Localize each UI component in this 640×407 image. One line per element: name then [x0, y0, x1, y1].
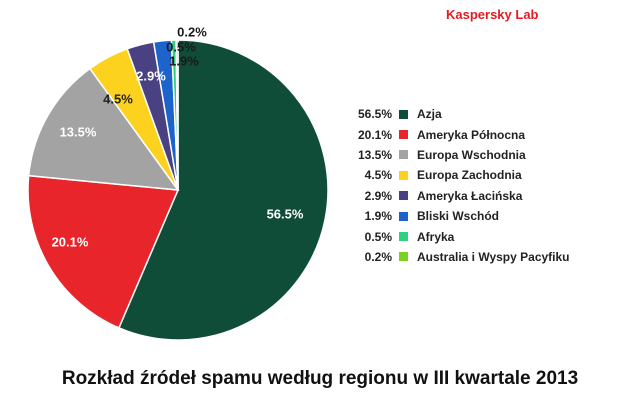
slice-labels: 56.5% 20.1% 13.5% 4.5%2.9%1.9%0.5%0.2%	[52, 24, 304, 249]
slice-label-ameryka-lacinska: 2.9%	[136, 68, 166, 83]
slice-label-azja: 56.5%	[267, 206, 304, 221]
pie-slice-europa-wschodnia	[27, 67, 180, 191]
legend-item-australia-i-wyspy-pacyfiku: 0.2% Australia i Wyspy Pacyfiku	[356, 247, 570, 267]
slice-label-europa-zachodnia: 4.5%	[103, 91, 133, 106]
legend-swatch	[399, 211, 408, 221]
legend-label: Ameryka Łacińska	[417, 188, 523, 203]
legend-swatch	[399, 109, 408, 119]
legend-label: Afryka	[417, 229, 455, 244]
legend-item-europa-wschodnia: 13.5% Europa Wschodnia	[356, 145, 570, 165]
legend-item-ameryka-polnocna: 20.1% Ameryka Północna	[356, 124, 570, 144]
legend-item-europa-zachodnia: 4.5% Europa Zachodnia	[356, 165, 570, 185]
legend-swatch	[399, 150, 408, 160]
legend-label: Europa Wschodnia	[417, 147, 526, 162]
slice-label-afryka: 0.5%	[166, 39, 196, 54]
legend-label: Azja	[417, 107, 442, 122]
legend-item-afryka: 0.5% Afryka	[356, 226, 570, 246]
legend-swatch	[399, 130, 408, 140]
pie-slice-australia-i-wyspy-pacyfiku	[175, 39, 179, 191]
legend-label: Europa Zachodnia	[417, 168, 522, 183]
legend-swatch	[399, 191, 408, 201]
slice-label-australia-i-wyspy-pacyfiku: 0.2%	[177, 24, 207, 39]
pie-slice-azja	[117, 39, 329, 341]
legend-item-ameryka-lacinska: 2.9% Ameryka Łacińska	[356, 186, 570, 206]
legend-label: Ameryka Północna	[417, 127, 526, 142]
legend-value: 1.9%	[364, 209, 392, 224]
slice-label-bliski-wschod: 1.9%	[169, 53, 199, 68]
legend-value: 20.1%	[357, 127, 392, 142]
legend-swatch	[399, 170, 408, 180]
brand-label: Kaspersky Lab	[446, 7, 539, 22]
chart-title: Rozkład źródeł spamu według regionu w II…	[61, 368, 579, 389]
legend-value: 0.5%	[364, 229, 392, 244]
pie-slice-ameryka-polnocna	[27, 174, 180, 329]
legend-label: Bliski Wschód	[417, 209, 500, 224]
pie-slices	[27, 39, 329, 341]
legend-value: 56.5%	[357, 107, 392, 122]
legend-swatch	[399, 232, 408, 242]
legend-item-azja: 56.5% Azja	[356, 104, 570, 124]
legend-value: 13.5%	[357, 147, 392, 162]
legend-item-bliski-wschod: 1.9% Bliski Wschód	[356, 206, 570, 226]
legend-value: 4.5%	[364, 168, 392, 183]
legend-swatch	[399, 252, 408, 262]
legend-value: 2.9%	[364, 188, 392, 203]
chart-legend: 56.5% Azja 20.1% Ameryka Północna 13.5% Europ…	[356, 104, 570, 267]
legend-value: 0.2%	[364, 249, 392, 264]
slice-label-ameryka-polnocna: 20.1%	[52, 234, 89, 249]
legend-label: Australia i Wyspy Pacyfiku	[417, 249, 570, 264]
slice-label-europa-wschodnia: 13.5%	[60, 124, 97, 139]
